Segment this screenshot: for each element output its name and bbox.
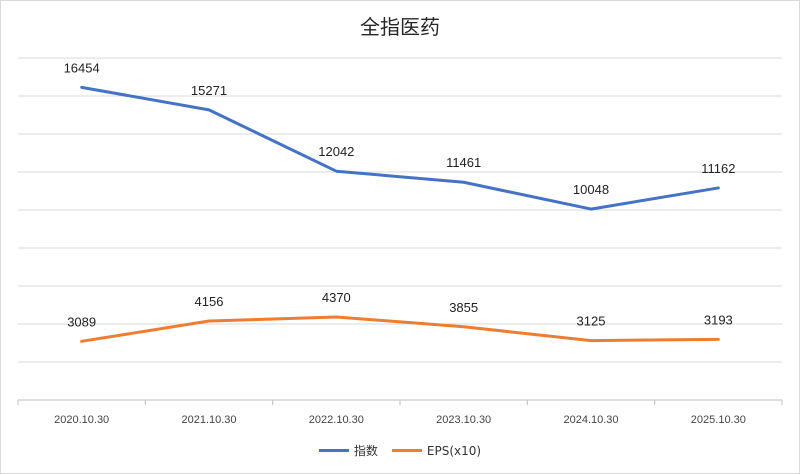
data-label: 11162 xyxy=(701,161,735,176)
chart-title: 全指医药 xyxy=(360,15,440,39)
x-axis: 2020.10.30 2021.10.30 2022.10.30 2023.10.30… xyxy=(17,399,783,426)
series-line-0 xyxy=(80,85,720,211)
x-tick-label: 2020.10.30 xyxy=(54,414,109,426)
legend-label: EPS(x10) xyxy=(426,443,482,458)
data-label: 4370 xyxy=(322,290,351,305)
data-label: 4156 xyxy=(195,294,224,309)
x-tick-label: 2022.10.30 xyxy=(309,414,364,426)
x-tick-label: 2021.10.30 xyxy=(181,414,236,426)
data-labels: 16454 15271 12042 11461 10048 11162 3089 4156 43… xyxy=(64,60,736,329)
data-label: 12042 xyxy=(318,144,354,159)
data-label: 16454 xyxy=(64,60,100,75)
data-label: 10048 xyxy=(573,182,609,197)
data-label: 11461 xyxy=(446,155,481,170)
legend-label: 指数 xyxy=(353,444,378,458)
legend-swatch xyxy=(391,449,422,452)
series-line-1 xyxy=(80,315,720,343)
x-tick-label: 2024.10.30 xyxy=(563,414,618,426)
data-label: 3125 xyxy=(577,314,606,329)
legend: 指数 EPS(x10) xyxy=(0,442,800,459)
data-label: 3089 xyxy=(67,314,96,329)
legend-swatch xyxy=(318,449,349,452)
gridlines xyxy=(18,57,782,363)
data-label: 3193 xyxy=(704,312,733,327)
legend-item: EPS(x10) xyxy=(391,442,482,459)
legend-item: 指数 xyxy=(318,442,378,459)
x-tick-label: 2023.10.30 xyxy=(436,414,491,426)
data-label: 3855 xyxy=(449,300,478,315)
series-lines xyxy=(80,85,720,343)
data-label: 15271 xyxy=(191,83,227,98)
x-tick-label: 2025.10.30 xyxy=(691,414,746,426)
